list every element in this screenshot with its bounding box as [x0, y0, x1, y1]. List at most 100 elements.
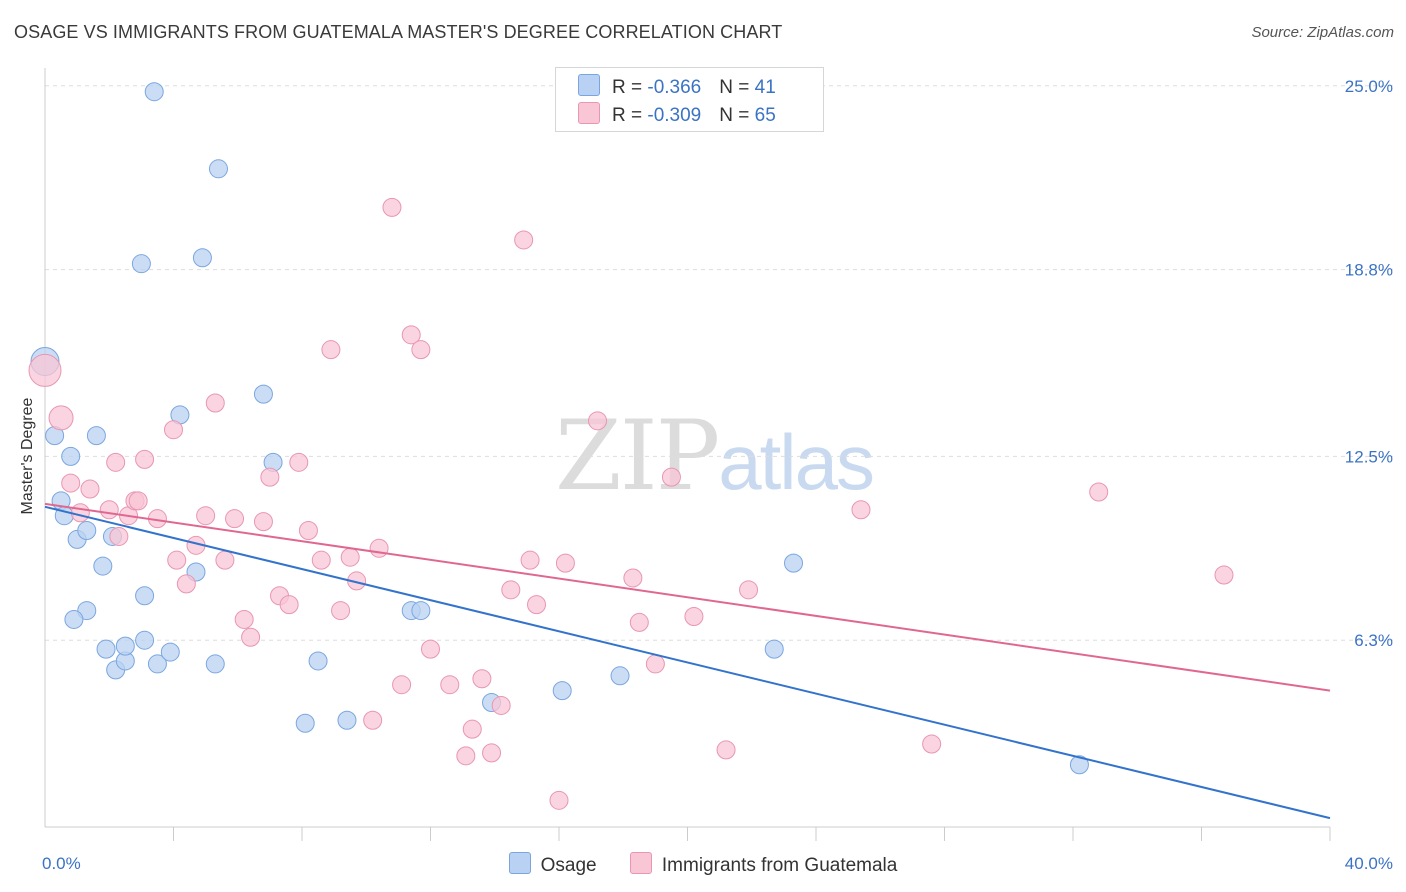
osage-r-value: -0.366	[647, 77, 702, 98]
guatemala-n-value: 65	[754, 105, 776, 126]
guatemala-point-61	[851, 500, 871, 520]
guatemala-point-27	[289, 452, 309, 472]
guatemala-point-46	[491, 695, 511, 715]
guatemala-point-35	[369, 538, 389, 558]
guatemala-point-48	[514, 230, 534, 250]
guatemala-point-52	[555, 553, 575, 573]
guatemala-point-28	[298, 521, 318, 541]
osage-point-35	[552, 681, 572, 701]
guatemala-point-11	[135, 449, 155, 469]
guatemala-point-53	[588, 411, 608, 431]
legend-swatch-osage	[508, 852, 531, 874]
guatemala-point-38	[401, 325, 421, 345]
guatemala-swatch	[578, 102, 600, 124]
legend-label-osage: Osage	[540, 855, 597, 876]
guatemala-point-59	[716, 740, 736, 760]
guatemala-point-39	[411, 340, 431, 360]
chart-title: OSAGE VS IMMIGRANTS FROM GUATEMALA MASTE…	[14, 22, 783, 42]
guatemala-point-24	[260, 467, 280, 487]
osage-point-16	[135, 630, 155, 650]
osage-n-value: 41	[754, 77, 776, 98]
guatemala-point-3	[80, 479, 100, 499]
osage-point-18	[160, 642, 180, 662]
osage-point-6	[77, 521, 97, 541]
osage-point-36	[610, 666, 630, 686]
guatemala-point-31	[331, 601, 351, 621]
guatemala-point-19	[215, 550, 235, 570]
guatemala-point-20	[225, 509, 245, 529]
osage-point-33	[411, 601, 431, 621]
guatemala-r-label: R =	[612, 105, 648, 126]
osage-point-20	[135, 586, 155, 606]
guatemala-point-56	[645, 654, 665, 674]
guatemala-point-57	[661, 467, 681, 487]
legend-item-osage: Osage	[508, 852, 597, 877]
guatemala-point-64	[1214, 565, 1234, 585]
guatemala-point-55	[629, 612, 649, 632]
osage-swatch	[578, 74, 600, 96]
guatemala-point-10	[128, 491, 148, 511]
guatemala-point-1	[48, 405, 74, 431]
guatemala-point-49	[520, 550, 540, 570]
guatemala-point-41	[440, 675, 460, 695]
y-tick-label-3: 25.0%	[1345, 77, 1393, 96]
osage-point-11	[64, 609, 84, 629]
osage-point-30	[295, 713, 315, 733]
guatemala-point-21	[234, 609, 254, 629]
osage-r-label: R =	[612, 77, 648, 98]
guatemala-point-6	[106, 452, 126, 472]
osage-point-23	[253, 384, 273, 404]
osage-point-7	[86, 426, 106, 446]
osage-point-39	[1069, 755, 1089, 775]
guatemala-trend-line	[44, 502, 1331, 692]
guatemala-point-58	[684, 606, 704, 626]
guatemala-point-50	[527, 595, 547, 615]
osage-point-17	[147, 654, 167, 674]
osage-point-29	[308, 651, 328, 671]
guatemala-point-54	[623, 568, 643, 588]
guatemala-point-63	[1089, 482, 1109, 502]
osage-n-label: N =	[719, 77, 755, 98]
osage-point-37	[764, 639, 784, 659]
guatemala-point-18	[205, 393, 225, 413]
guatemala-point-62	[922, 734, 942, 754]
guatemala-point-36	[382, 197, 402, 217]
guatemala-point-42	[456, 746, 476, 766]
x-tick-label-1: 40.0%	[1345, 854, 1393, 873]
osage-point-8	[93, 556, 113, 576]
y-tick-label-0: 6.3%	[1354, 631, 1393, 650]
y-tick-label-1: 12.5%	[1345, 447, 1393, 466]
osage-trend-line	[44, 505, 1331, 820]
legend-item-guatemala: Immigrants from Guatemala	[629, 852, 897, 877]
guatemala-point-5	[99, 500, 119, 520]
guatemala-point-40	[421, 639, 440, 659]
guatemala-n-label: N =	[719, 105, 755, 126]
stats-legend-row-guatemala: R = -0.309 N = 65	[578, 102, 776, 126]
osage-point-28	[144, 82, 164, 102]
guatemala-point-37	[392, 675, 412, 695]
guatemala-point-4	[70, 503, 90, 523]
guatemala-point-30	[321, 340, 341, 360]
osage-point-25	[131, 254, 151, 274]
guatemala-point-23	[253, 512, 273, 532]
osage-point-19	[205, 654, 225, 674]
osage-point-38	[784, 553, 804, 573]
guatemala-point-13	[164, 420, 183, 440]
osage-point-26	[192, 248, 212, 268]
osage-point-4	[61, 446, 81, 466]
osage-point-27	[208, 159, 228, 179]
guatemala-point-47	[501, 580, 521, 600]
stats-legend: R = -0.366 N = 41 R = -0.309 N = 65	[555, 67, 824, 132]
guatemala-point-17	[196, 506, 216, 526]
guatemala-point-14	[167, 550, 187, 570]
osage-point-31	[337, 710, 357, 730]
guatemala-point-26	[279, 595, 299, 615]
stats-legend-row-osage: R = -0.366 N = 41	[578, 74, 776, 98]
guatemala-point-29	[311, 550, 331, 570]
guatemala-point-7	[109, 526, 129, 546]
guatemala-point-45	[482, 743, 502, 763]
guatemala-point-60	[739, 580, 759, 600]
y-tick-label-2: 18.8%	[1345, 261, 1393, 280]
guatemala-point-0	[28, 353, 62, 387]
